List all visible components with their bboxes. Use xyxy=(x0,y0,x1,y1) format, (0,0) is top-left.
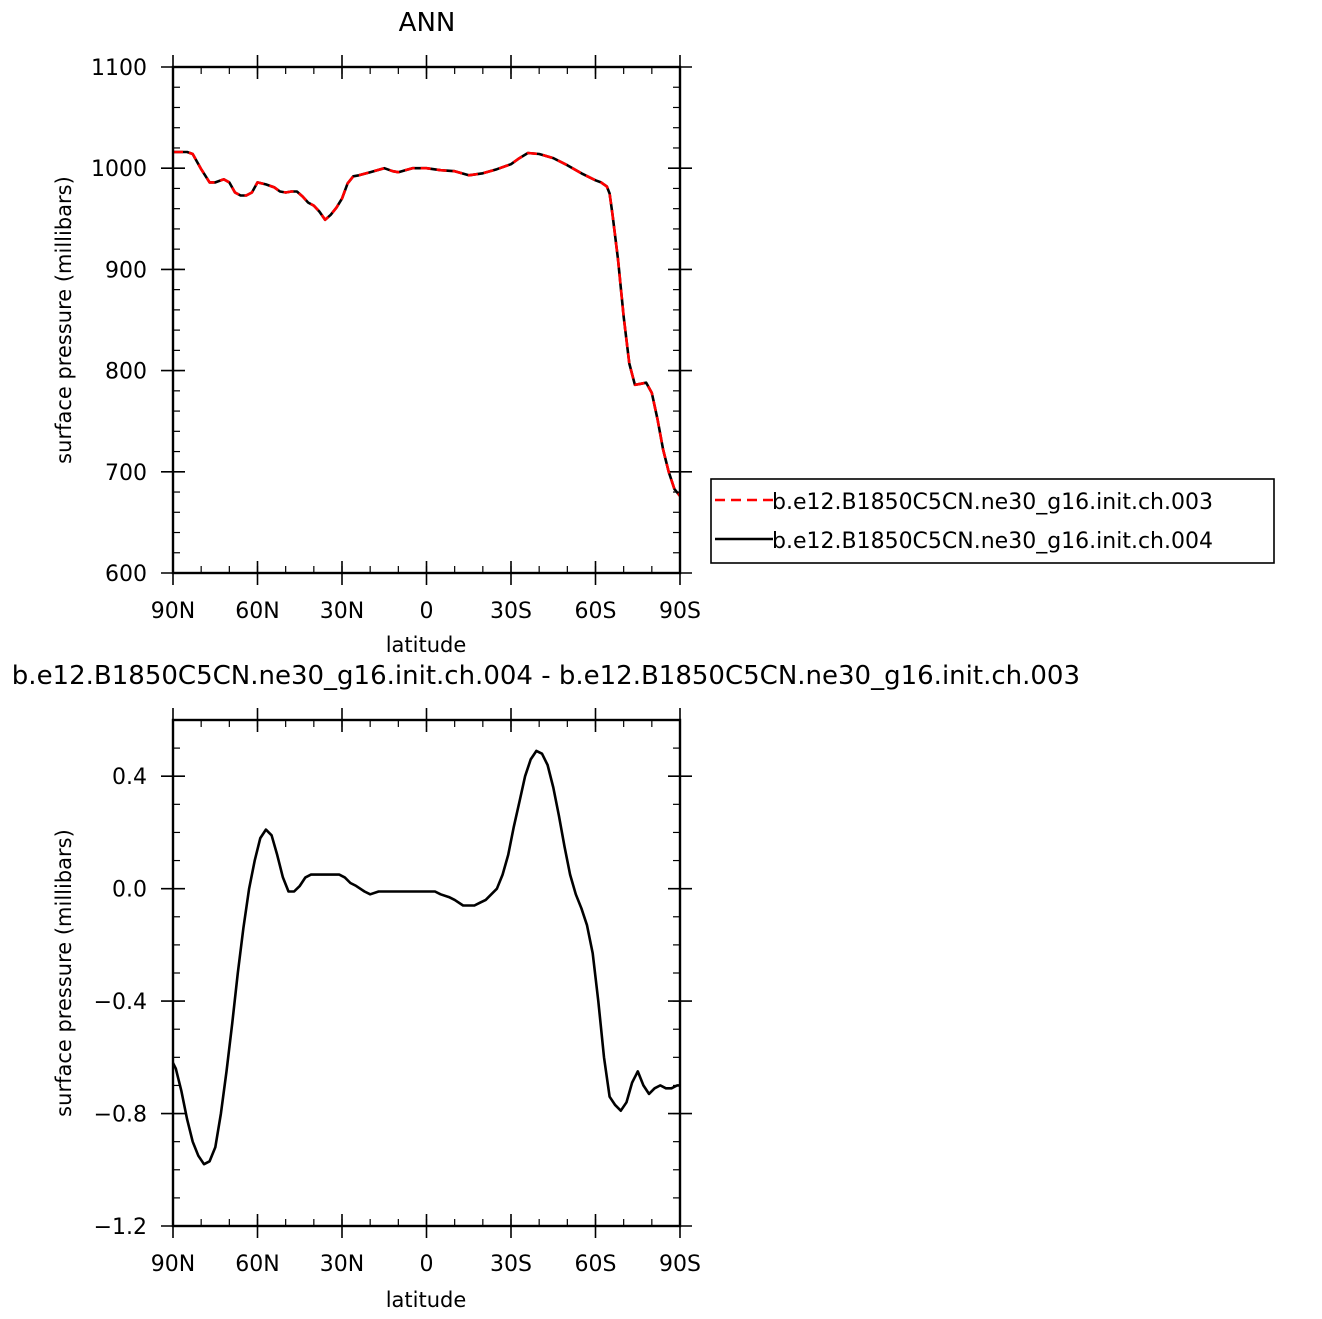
top-x-tick-label: 30N xyxy=(320,599,364,624)
bottom-panel: b.e12.B1850C5CN.ne30_g16.init.ch.004 - b… xyxy=(12,661,1080,1312)
top-y-tick-label: 900 xyxy=(105,258,147,283)
bottom-x-tick-label: 60S xyxy=(575,1252,617,1277)
legend: b.e12.B1850C5CN.ne30_g16.init.ch.003 b.e… xyxy=(710,478,1275,564)
bottom-x-tick-label: 30N xyxy=(320,1252,364,1277)
bottom-y-tick-label: −1.2 xyxy=(94,1215,147,1240)
top-x-tick-label: 0 xyxy=(420,599,434,624)
top-chart-title: ANN xyxy=(399,8,456,38)
top-tick-labels: 600 700 800 900 1000 1100 90N 60N 30N 0 30S 60S 90S xyxy=(91,56,701,624)
legend-label-004: b.e12.B1850C5CN.ne30_g16.init.ch.004 xyxy=(772,529,1213,554)
legend-box xyxy=(710,478,1275,564)
bottom-x-tick-label: 60N xyxy=(235,1252,279,1277)
bottom-y-axis-label: surface pressure (millibars) xyxy=(52,829,76,1117)
bottom-x-tick-label: 90N xyxy=(151,1252,195,1277)
bottom-series-lines xyxy=(171,749,680,1166)
bottom-x-tick-label: 30S xyxy=(490,1252,532,1277)
bottom-y-tick-label: 0.4 xyxy=(112,765,147,790)
bottom-x-tick-label: 90S xyxy=(659,1252,701,1277)
top-plot-frame xyxy=(171,65,682,575)
top-y-tick-label: 1100 xyxy=(91,56,147,81)
bottom-chart-title: b.e12.B1850C5CN.ne30_g16.init.ch.004 - b… xyxy=(12,661,1080,691)
bottom-x-axis-label: latitude xyxy=(386,1288,467,1312)
top-series-line-0 xyxy=(173,150,682,497)
bottom-axis-ticks xyxy=(161,708,692,1238)
top-x-tick-label: 30S xyxy=(490,599,532,624)
bottom-plot-frame xyxy=(171,718,682,1228)
bottom-y-tick-label: −0.8 xyxy=(94,1103,147,1128)
top-x-axis-label: latitude xyxy=(386,633,467,657)
top-y-axis-label: surface pressure (millibars) xyxy=(52,176,76,464)
top-panel: ANN 600 700 800 900 1000 1100 90N 60N 30N 0 30S 60S… xyxy=(52,8,1275,657)
bottom-series-line-0 xyxy=(171,749,680,1166)
bottom-tick-labels: −1.2 −0.8 −0.4 0.0 0.4 90N 60N 30N 0 30S 60S 90S xyxy=(94,765,701,1277)
top-axis-ticks xyxy=(161,55,692,585)
top-series-line-1 xyxy=(173,150,682,497)
bottom-y-tick-label: −0.4 xyxy=(94,990,147,1015)
bottom-y-tick-label: 0.0 xyxy=(112,878,147,903)
top-y-tick-label: 600 xyxy=(105,562,147,587)
top-y-tick-label: 1000 xyxy=(91,157,147,182)
legend-label-003: b.e12.B1850C5CN.ne30_g16.init.ch.003 xyxy=(772,490,1213,515)
top-y-tick-label: 800 xyxy=(105,360,147,385)
top-x-tick-label: 90N xyxy=(151,599,195,624)
top-x-tick-label: 90S xyxy=(659,599,701,624)
bottom-x-tick-label: 0 xyxy=(420,1252,434,1277)
top-y-tick-label: 700 xyxy=(105,461,147,486)
top-x-tick-label: 60N xyxy=(235,599,279,624)
top-series-lines xyxy=(173,150,682,497)
top-x-tick-label: 60S xyxy=(575,599,617,624)
